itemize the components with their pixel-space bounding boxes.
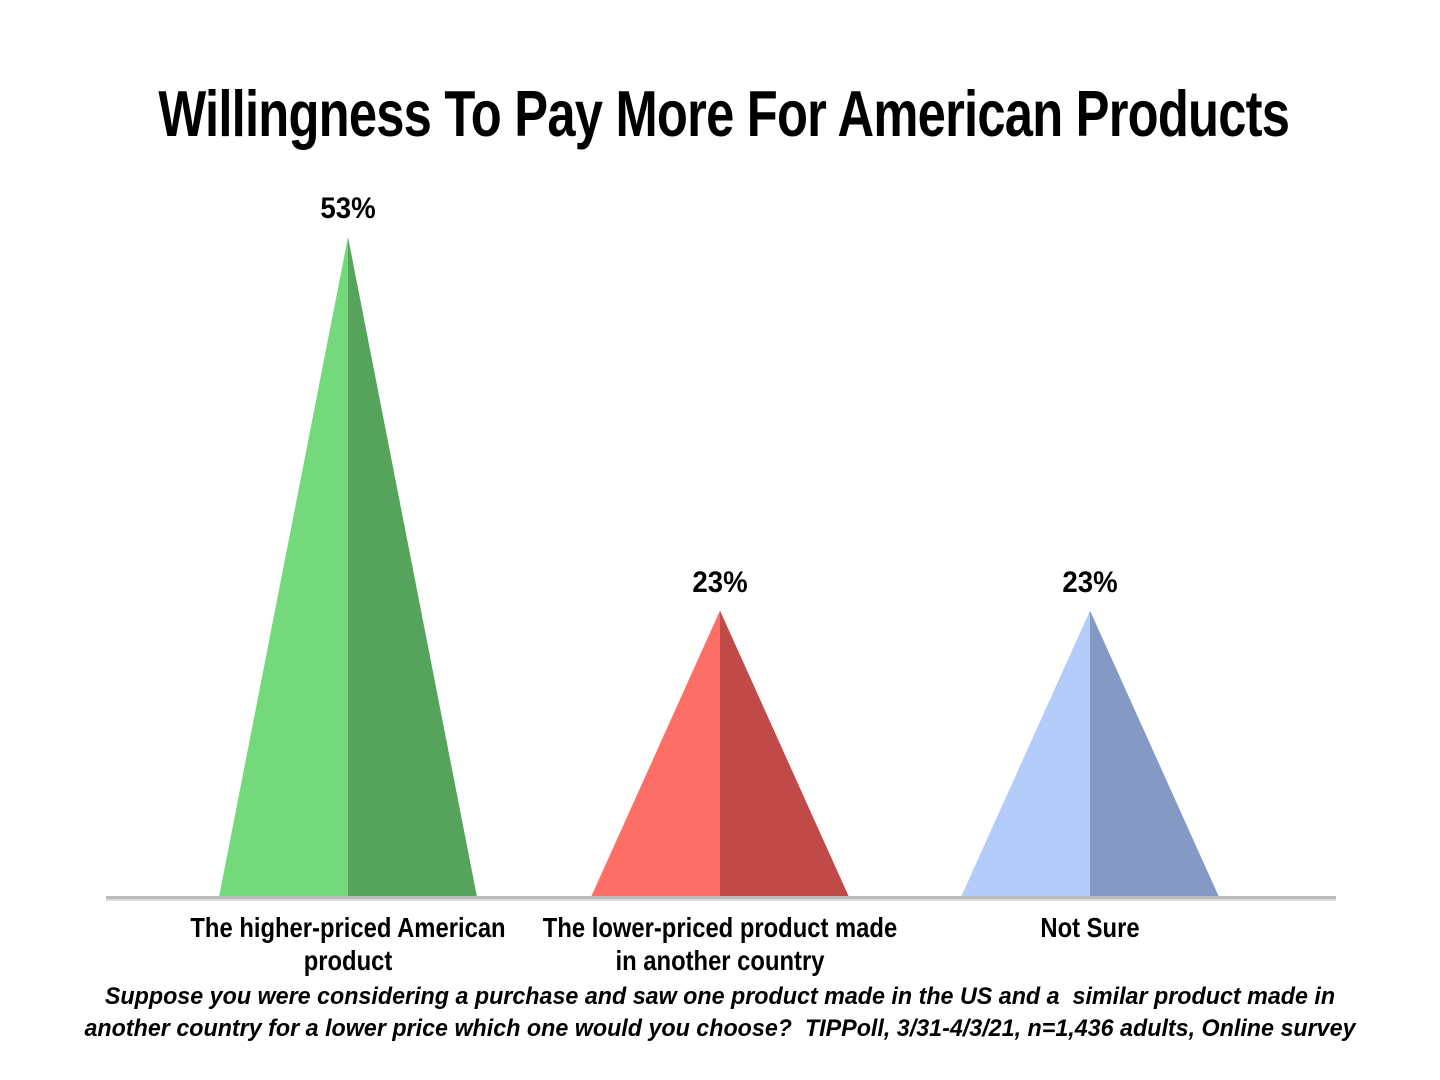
pyramid-0-right-half xyxy=(348,237,477,897)
baseline-axis-shadow xyxy=(106,899,1336,901)
category-label-higher-priced: The higher-priced American product xyxy=(190,912,506,976)
value-label-not-sure: 23% xyxy=(1062,565,1118,599)
pyramid-2-left-half xyxy=(961,610,1090,897)
chart-title: Willingness To Pay More For American Pro… xyxy=(158,77,1290,150)
category-label-lower-priced: The lower-priced product made in another… xyxy=(542,912,898,976)
pyramid-0-left-half xyxy=(219,237,348,897)
value-label-lower-priced: 23% xyxy=(692,565,748,599)
baseline-axis xyxy=(106,896,1336,899)
pyramid-2-right-half xyxy=(1090,610,1219,897)
category-label-not-sure: Not Sure xyxy=(1040,912,1140,943)
pyramid-1-right-half xyxy=(720,610,849,897)
value-label-higher-priced: 53% xyxy=(320,192,376,225)
pyramid-1-left-half xyxy=(591,610,720,897)
footnote-survey-question: Suppose you were considering a purchase … xyxy=(84,983,1356,1042)
